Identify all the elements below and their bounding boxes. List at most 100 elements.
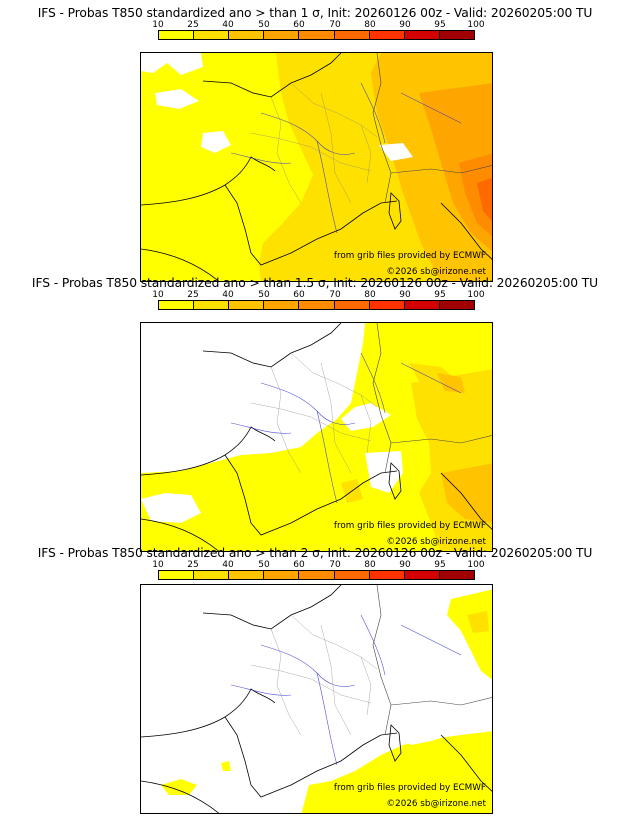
scale-label: 95	[434, 20, 446, 30]
scale-swatch	[194, 301, 230, 309]
fill-10pct	[141, 323, 492, 551]
scale-label: 40	[222, 290, 234, 300]
copyright: ©2026 sb@irizone.net	[386, 537, 486, 547]
rivers	[230, 614, 462, 766]
scale-label: 95	[434, 290, 446, 300]
scale-swatch	[404, 301, 440, 309]
scale-label: 80	[364, 20, 376, 30]
fill-10pct	[447, 589, 492, 680]
scale-label: 80	[364, 560, 376, 570]
color-scale-bar	[158, 300, 475, 310]
scale-label: 50	[258, 20, 270, 30]
scale-label: 90	[399, 20, 411, 30]
scale-swatch	[404, 31, 440, 39]
scale-swatch	[369, 571, 405, 579]
scale-label: 100	[467, 20, 485, 30]
color-scale-bar	[158, 30, 475, 40]
fill-70pct	[477, 177, 492, 221]
scale-label: 60	[293, 560, 305, 570]
scale-swatch	[369, 301, 405, 309]
color-scale-labels: 10 25 40 50 60 70 80 90 95 100	[150, 20, 486, 30]
map-graphic	[141, 53, 492, 281]
scale-swatch	[159, 571, 195, 579]
scale-label: 60	[293, 20, 305, 30]
scale-label: 25	[187, 20, 199, 30]
panel-title: IFS - Probas T850 standardized ano > tha…	[37, 6, 593, 20]
scale-label: 10	[152, 560, 164, 570]
rivers	[230, 82, 462, 234]
scale-label: 60	[293, 290, 305, 300]
scale-swatch	[334, 31, 370, 39]
fill-60pct	[459, 153, 492, 237]
probability-map: from grib files provided by ECMWF ©2026 …	[140, 52, 493, 282]
color-scale-labels: 10 25 40 50 60 70 80 90 95 100	[150, 290, 486, 300]
scale-label: 25	[187, 560, 199, 570]
scale-swatch	[159, 301, 195, 309]
fill-40pct	[437, 373, 465, 393]
scale-swatch	[334, 571, 370, 579]
fill-40pct	[441, 463, 492, 523]
coastlines	[141, 323, 492, 551]
admin-borders	[250, 614, 378, 736]
scale-swatch	[334, 301, 370, 309]
color-scale-labels: 10 25 40 50 60 70 80 90 95 100	[150, 560, 486, 570]
data-source-credit: from grib files provided by ECMWF	[333, 251, 486, 261]
scale-swatch	[299, 301, 335, 309]
fill-10pct	[301, 731, 492, 813]
scale-swatch	[229, 301, 265, 309]
scale-swatch	[369, 31, 405, 39]
scale-swatch	[229, 571, 265, 579]
scale-label: 100	[467, 290, 485, 300]
white-area	[379, 143, 413, 161]
scale-swatch	[264, 301, 300, 309]
scale-label: 50	[258, 290, 270, 300]
scale-swatch	[439, 31, 474, 39]
fill-10pct	[221, 761, 231, 771]
scale-swatch	[404, 571, 440, 579]
copyright: ©2026 sb@irizone.net	[386, 267, 486, 277]
white-area	[141, 53, 203, 75]
probability-map: from grib files provided by ECMWF ©2026 …	[140, 584, 493, 814]
scale-label: 95	[434, 560, 446, 570]
scale-label: 90	[399, 560, 411, 570]
admin-borders	[250, 82, 378, 204]
scale-swatch	[299, 571, 335, 579]
scale-label: 10	[152, 290, 164, 300]
white-area	[403, 729, 451, 745]
map-panel-1sigma: IFS - Probas T850 standardized ano > tha…	[0, 6, 630, 282]
panel-title: IFS - Probas T850 standardized ano > tha…	[31, 276, 599, 290]
scale-label: 10	[152, 20, 164, 30]
coastlines	[141, 585, 492, 813]
scale-label: 25	[187, 290, 199, 300]
white-area	[341, 403, 391, 431]
scale-label: 80	[364, 290, 376, 300]
scale-swatch	[159, 31, 195, 39]
scale-swatch	[264, 571, 300, 579]
scale-swatch	[299, 31, 335, 39]
scale-swatch	[229, 31, 265, 39]
panel-title: IFS - Probas T850 standardized ano > tha…	[37, 546, 593, 560]
data-source-credit: from grib files provided by ECMWF	[333, 783, 486, 793]
scale-swatch	[264, 31, 300, 39]
map-graphic	[141, 323, 492, 551]
scale-label: 70	[329, 290, 341, 300]
map-panel-1.5sigma: IFS - Probas T850 standardized ano > tha…	[0, 276, 630, 552]
fill-10pct	[161, 779, 197, 795]
probability-map: from grib files provided by ECMWF ©2026 …	[140, 322, 493, 552]
white-area	[201, 131, 231, 153]
admin-borders	[250, 352, 378, 474]
map-panel-2sigma: IFS - Probas T850 standardized ano > tha…	[0, 546, 630, 822]
scale-label: 100	[467, 560, 485, 570]
white-area	[141, 493, 201, 523]
scale-label: 40	[222, 560, 234, 570]
white-area	[365, 451, 403, 493]
country-borders	[372, 323, 492, 474]
scale-label: 70	[329, 560, 341, 570]
white-area	[155, 89, 199, 109]
color-scale-bar	[158, 570, 475, 580]
data-source-credit: from grib files provided by ECMWF	[333, 521, 486, 531]
coastlines	[141, 53, 492, 281]
country-borders	[372, 585, 492, 736]
scale-swatch	[439, 571, 474, 579]
scale-label: 70	[329, 20, 341, 30]
